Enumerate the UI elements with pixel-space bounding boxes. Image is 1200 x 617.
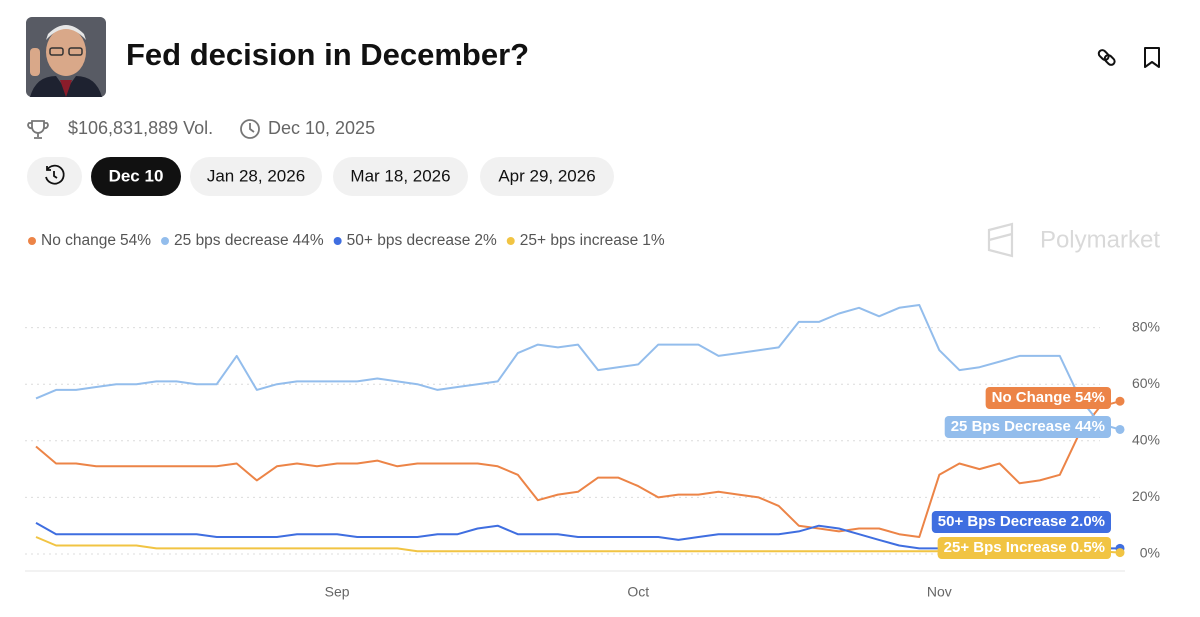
- legend-value: 1%: [642, 232, 665, 249]
- end-label-text: No Change 54%: [992, 389, 1105, 406]
- end-label: 25 Bps Decrease 44%: [944, 416, 1111, 438]
- legend-dot: [28, 237, 36, 245]
- end-label-box: [944, 416, 1111, 438]
- legend-name: 50+ bps decrease: [347, 232, 471, 249]
- legend-name: 25+ bps increase: [520, 232, 638, 249]
- series-line: [35, 400, 1121, 538]
- watermark-logo: [987, 222, 1014, 258]
- watermark: Polymarket: [1040, 226, 1160, 253]
- y-tick-label: 80%: [1132, 318, 1160, 334]
- tab-label: Mar 18, 2026: [350, 166, 450, 185]
- end-dot: [1115, 548, 1125, 558]
- legend-value: 2%: [474, 232, 497, 249]
- end-label-text: 25 Bps Decrease 44%: [951, 418, 1105, 435]
- y-tick-label: 60%: [1132, 375, 1160, 391]
- tab-label: Apr 29, 2026: [498, 166, 595, 185]
- end-dot: [1115, 396, 1125, 406]
- end-label: 25+ Bps Increase 0.5%: [937, 537, 1111, 559]
- legend-dot: [161, 237, 170, 245]
- y-tick-label: 0%: [1140, 545, 1160, 561]
- legend-value: 44%: [293, 232, 324, 249]
- end-label: 50+ Bps Decrease 2.0%: [931, 511, 1111, 533]
- history-icon: [45, 164, 65, 185]
- end-date: Dec 10, 2025: [268, 118, 375, 138]
- tab-label: Jan 28, 2026: [207, 166, 305, 185]
- tab-label: Dec 10: [109, 166, 164, 185]
- x-tick-label: Nov: [927, 584, 952, 600]
- y-tick-label: 40%: [1132, 432, 1160, 448]
- tab[interactable]: [480, 157, 614, 196]
- end-label: No Change 54%: [985, 387, 1111, 409]
- end-label-box: [937, 537, 1111, 559]
- legend-value: 54%: [120, 232, 151, 249]
- end-label-box: [931, 511, 1111, 533]
- legend-name: No change: [41, 232, 116, 249]
- bookmark-icon[interactable]: [1144, 47, 1160, 68]
- series-line: [35, 304, 1121, 431]
- legend-dot: [506, 237, 515, 245]
- tab[interactable]: [190, 157, 322, 196]
- trophy-icon: [27, 120, 49, 139]
- x-tick-label: Oct: [627, 584, 649, 600]
- end-dot: [1115, 424, 1125, 434]
- title: Fed decision in December?: [126, 37, 529, 72]
- link-icon[interactable]: [1097, 49, 1116, 67]
- end-label-text: 50+ Bps Decrease 2.0%: [938, 513, 1105, 530]
- legend-name: 25 bps decrease: [174, 232, 289, 249]
- tab[interactable]: [333, 157, 468, 196]
- avatar: [26, 17, 106, 97]
- y-tick-label: 20%: [1132, 488, 1160, 504]
- clock-icon: [240, 119, 260, 139]
- end-label-box: [985, 387, 1111, 409]
- x-tick-label: Sep: [325, 584, 350, 600]
- volume: $106,831,889 Vol.: [68, 118, 213, 138]
- tab[interactable]: [91, 157, 181, 196]
- end-label-text: 25+ Bps Increase 0.5%: [944, 539, 1105, 556]
- legend-dot: [333, 237, 342, 245]
